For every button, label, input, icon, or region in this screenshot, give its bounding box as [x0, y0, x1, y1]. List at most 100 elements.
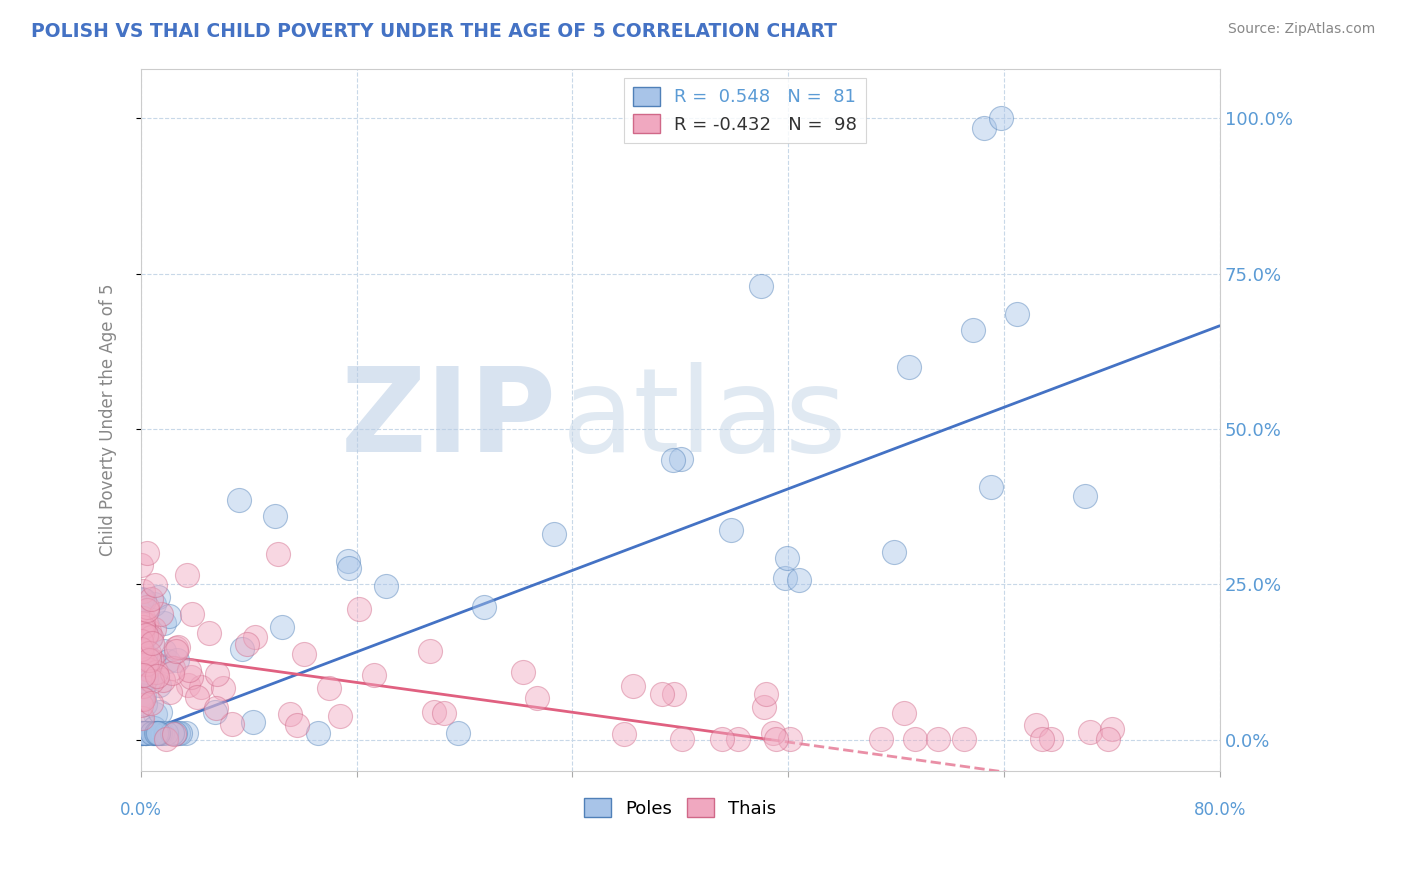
- Point: [962, 323, 984, 337]
- Text: Source: ZipAtlas.com: Source: ZipAtlas.com: [1227, 22, 1375, 37]
- Point: [779, 731, 801, 746]
- Point: [150, 726, 173, 740]
- Point: [1097, 731, 1119, 746]
- Point: [419, 644, 441, 658]
- Y-axis label: Child Poverty Under the Age of 5: Child Poverty Under the Age of 5: [100, 284, 117, 556]
- Point: [132, 690, 155, 704]
- Point: [870, 731, 893, 746]
- Point: [135, 616, 157, 631]
- Point: [927, 731, 949, 746]
- Point: [266, 547, 288, 561]
- Point: [132, 583, 155, 598]
- Point: [138, 646, 160, 660]
- Point: [776, 550, 799, 565]
- Point: [131, 591, 153, 606]
- Point: [132, 620, 155, 634]
- Point: [155, 726, 177, 740]
- Point: [1040, 731, 1063, 746]
- Point: [198, 626, 221, 640]
- Point: [205, 701, 228, 715]
- Point: [176, 567, 198, 582]
- Point: [153, 644, 176, 658]
- Point: [135, 628, 157, 642]
- Point: [169, 726, 191, 740]
- Point: [526, 690, 548, 705]
- Point: [138, 653, 160, 667]
- Point: [129, 633, 152, 648]
- Point: [160, 666, 183, 681]
- Point: [131, 646, 153, 660]
- Point: [221, 717, 243, 731]
- Point: [512, 665, 534, 680]
- Point: [157, 608, 180, 623]
- Point: [139, 632, 162, 646]
- Point: [883, 545, 905, 559]
- Point: [146, 590, 169, 604]
- Point: [162, 726, 184, 740]
- Point: [152, 673, 174, 687]
- Point: [141, 696, 163, 710]
- Point: [132, 668, 155, 682]
- Point: [980, 480, 1002, 494]
- Point: [307, 726, 329, 740]
- Text: 80.0%: 80.0%: [1194, 801, 1246, 819]
- Point: [329, 708, 352, 723]
- Point: [129, 642, 152, 657]
- Point: [904, 731, 927, 746]
- Point: [135, 726, 157, 740]
- Point: [139, 591, 162, 606]
- Point: [472, 600, 495, 615]
- Point: [149, 607, 172, 621]
- Point: [651, 687, 673, 701]
- Point: [893, 706, 915, 720]
- Point: [134, 726, 156, 740]
- Point: [612, 727, 634, 741]
- Point: [159, 685, 181, 699]
- Point: [228, 492, 250, 507]
- Point: [134, 697, 156, 711]
- Point: [148, 678, 170, 692]
- Point: [132, 593, 155, 607]
- Point: [973, 120, 995, 135]
- Point: [720, 523, 742, 537]
- Point: [145, 726, 167, 740]
- Point: [336, 554, 359, 568]
- Point: [142, 726, 165, 740]
- Point: [162, 727, 184, 741]
- Point: [898, 359, 921, 374]
- Point: [129, 712, 152, 726]
- Point: [131, 688, 153, 702]
- Point: [131, 726, 153, 740]
- Legend: Poles, Thais: Poles, Thais: [576, 790, 783, 825]
- Point: [131, 698, 153, 712]
- Point: [787, 573, 810, 587]
- Point: [177, 663, 200, 677]
- Point: [167, 726, 190, 740]
- Point: [146, 726, 169, 740]
- Point: [1025, 717, 1047, 731]
- Point: [149, 705, 172, 719]
- Point: [337, 561, 360, 575]
- Point: [148, 726, 170, 740]
- Point: [671, 731, 693, 746]
- Point: [231, 642, 253, 657]
- Point: [278, 706, 301, 721]
- Point: [205, 666, 228, 681]
- Point: [765, 731, 787, 746]
- Point: [755, 688, 778, 702]
- Point: [142, 623, 165, 637]
- Point: [243, 630, 266, 644]
- Point: [134, 657, 156, 671]
- Point: [136, 662, 159, 676]
- Point: [162, 661, 184, 675]
- Point: [132, 616, 155, 631]
- Point: [271, 620, 294, 634]
- Point: [131, 726, 153, 740]
- Point: [141, 636, 163, 650]
- Point: [990, 112, 1012, 126]
- Point: [1073, 490, 1095, 504]
- Point: [762, 726, 785, 740]
- Point: [135, 726, 157, 740]
- Point: [1005, 307, 1028, 321]
- Point: [177, 678, 200, 692]
